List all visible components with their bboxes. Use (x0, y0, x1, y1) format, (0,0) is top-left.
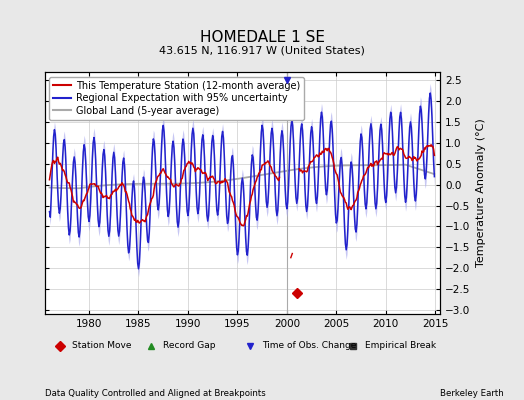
Text: Berkeley Earth: Berkeley Earth (440, 389, 504, 398)
Y-axis label: Temperature Anomaly (°C): Temperature Anomaly (°C) (476, 119, 486, 267)
Text: 43.615 N, 116.917 W (United States): 43.615 N, 116.917 W (United States) (159, 45, 365, 55)
Text: Time of Obs. Change: Time of Obs. Change (262, 342, 356, 350)
Text: Station Move: Station Move (72, 342, 132, 350)
Text: Empirical Break: Empirical Break (365, 342, 436, 350)
Legend: This Temperature Station (12-month average), Regional Expectation with 95% uncer: This Temperature Station (12-month avera… (49, 77, 304, 120)
Text: HOMEDALE 1 SE: HOMEDALE 1 SE (200, 30, 324, 45)
Text: Record Gap: Record Gap (163, 342, 216, 350)
Text: Data Quality Controlled and Aligned at Breakpoints: Data Quality Controlled and Aligned at B… (45, 389, 265, 398)
